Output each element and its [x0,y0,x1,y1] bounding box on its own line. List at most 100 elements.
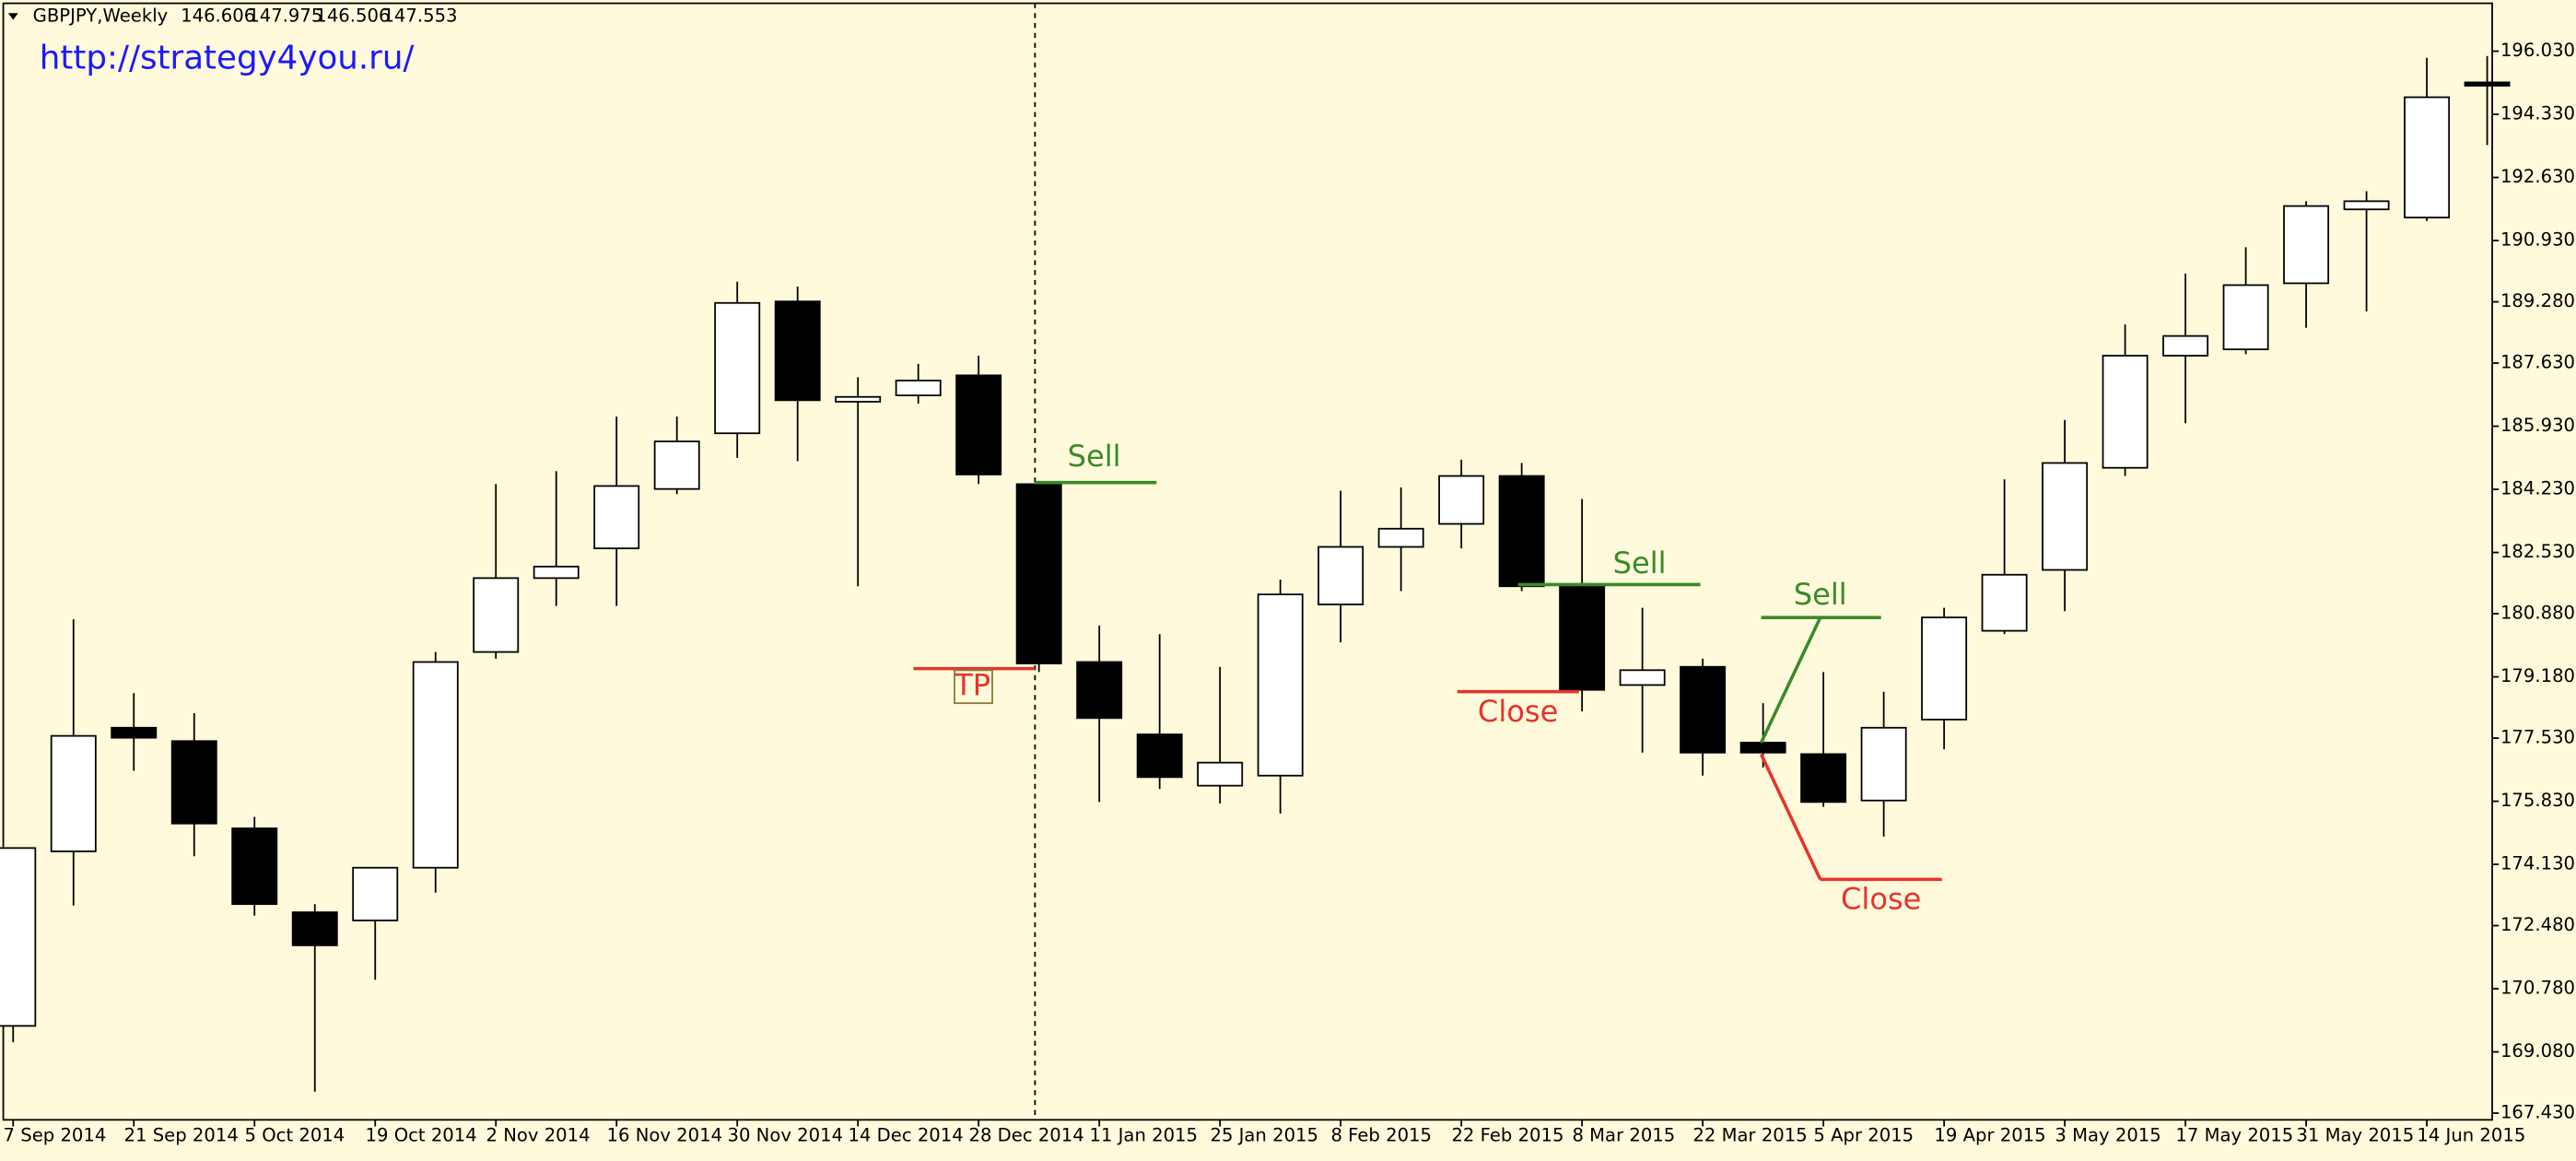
y-tick-label: 190.930 [2500,229,2575,251]
x-tick-label: 2 Nov 2014 [486,1125,591,1146]
candle-body [2283,205,2330,285]
y-tick-label: 174.130 [2500,853,2575,874]
candle-body [2343,200,2390,211]
candle-body [955,374,1002,475]
candle-body [1076,661,1123,720]
candle-body [111,726,158,739]
y-tick-label: 177.530 [2500,727,2575,748]
y-tick-label: 170.780 [2500,978,2575,999]
x-tick-label: 14 Jun 2015 [2417,1125,2525,1146]
candle-body [774,300,821,402]
candle-body [1739,742,1786,754]
candle-body [50,734,97,852]
candle-body [412,661,459,869]
plot-frame [2,2,2493,1121]
x-tick-label: 3 May 2015 [2055,1125,2160,1146]
candle-body [2102,355,2149,469]
candle-body [1136,733,1183,779]
candle-body [593,485,640,550]
annotation-text: TP [954,667,990,702]
y-tick-label: 180.880 [2500,603,2575,624]
x-tick-label: 16 Nov 2014 [607,1125,723,1146]
y-tick-label: 192.630 [2500,166,2575,187]
header-value: 146.606 [181,5,255,26]
watermark-url: http://strategy4you.ru/ [40,39,416,76]
candle-body [1860,726,1907,802]
x-tick-label: 14 Dec 2014 [849,1125,964,1146]
candle-body [1680,665,1727,754]
annotation-text: Sell [1794,577,1847,612]
candle-body [1015,483,1062,664]
candle-body [291,911,338,946]
x-tick-label: 25 Jan 2015 [1210,1125,1318,1146]
candle-body [1197,761,1244,787]
candle-body [231,827,278,906]
candle-body [2404,96,2451,218]
candle-body [653,440,700,490]
y-tick-label: 184.230 [2500,478,2575,499]
candle-body [1921,616,1968,721]
y-tick-label: 182.530 [2500,541,2575,562]
candle-body [473,577,520,653]
annotation-box [954,669,993,705]
x-tick-label: 19 Oct 2014 [366,1125,477,1146]
y-tick-label: 187.630 [2500,352,2575,373]
candle-body [1257,593,1304,777]
x-tick-label: 28 Dec 2014 [968,1125,1083,1146]
chart-title: GBPJPY,Weekly [33,5,169,26]
annotation-text: Close [1841,882,1921,917]
candle-body [895,380,942,397]
candle-body [1981,573,2028,632]
annotation-text: Close [1478,694,1558,729]
annotation-line [1759,616,1822,744]
candle-body [2222,284,2269,351]
y-tick-label: 167.430 [2500,1102,2575,1123]
x-tick-label: 7 Sep 2014 [4,1125,107,1146]
y-tick-label: 172.480 [2500,914,2575,935]
x-tick-label: 8 Mar 2015 [1572,1125,1675,1146]
annotation-text: Sell [1068,439,1121,474]
y-tick-label: 169.080 [2500,1040,2575,1061]
x-tick-label: 19 Apr 2015 [1934,1125,2045,1146]
annotation-line [1759,753,1822,881]
y-tick-label: 196.030 [2500,40,2575,61]
x-tick-label: 22 Mar 2015 [1692,1125,1807,1146]
candle-body [2162,334,2209,357]
candle-body [835,395,882,403]
x-tick-label: 5 Oct 2014 [245,1125,345,1146]
x-tick-label: 22 Feb 2015 [1451,1125,1563,1146]
x-tick-label: 8 Feb 2015 [1330,1125,1432,1146]
annotation-text: Sell [1613,545,1667,580]
x-tick-label: 11 Jan 2015 [1089,1125,1198,1146]
y-tick-label: 194.330 [2500,103,2575,124]
x-tick-label: 30 Nov 2014 [728,1125,844,1146]
header-value: 147.975 [248,5,322,26]
candle-body [352,866,399,921]
y-tick-label: 185.930 [2500,415,2575,436]
candle-body [1498,475,1545,588]
x-tick-label: 21 Sep 2014 [124,1125,239,1146]
x-tick-label: 31 May 2015 [2296,1125,2414,1146]
y-tick-label: 175.830 [2500,790,2575,811]
candle-body [1317,545,1364,605]
candle-body [2042,462,2089,571]
y-tick-label: 189.280 [2500,290,2575,311]
candle-body [1377,527,1424,548]
candle-body [1800,753,1847,803]
candle-body [533,565,580,580]
candle-body [2464,81,2511,87]
candle-body [1619,669,1666,686]
header-value: 146.506 [315,5,390,26]
candle-body [714,301,761,435]
candle-body [170,740,217,825]
candle-body [1438,475,1485,525]
header-value: 147.553 [382,5,457,26]
x-tick-label: 17 May 2015 [2175,1125,2293,1146]
y-tick-label: 179.180 [2500,665,2575,686]
candle-body [0,847,37,1027]
candle-body [1559,585,1606,691]
menu-arrow[interactable] [7,13,18,20]
